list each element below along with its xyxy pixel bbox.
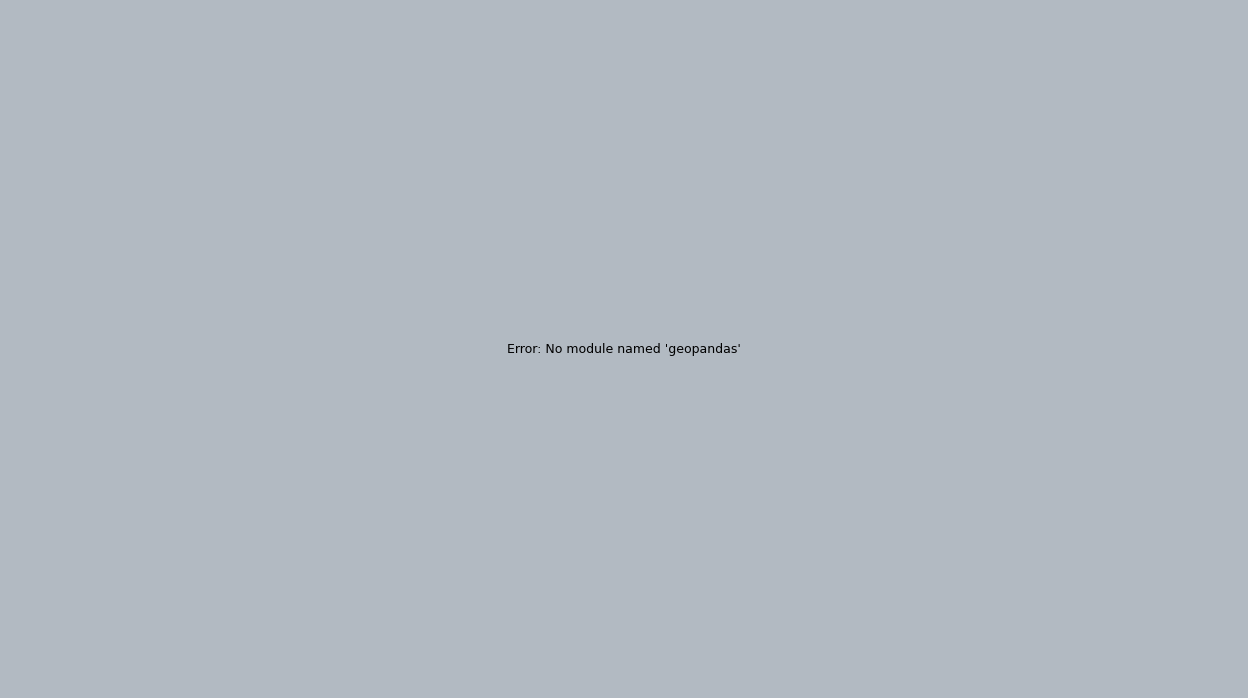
Text: Error: No module named 'geopandas': Error: No module named 'geopandas' [507,343,741,355]
